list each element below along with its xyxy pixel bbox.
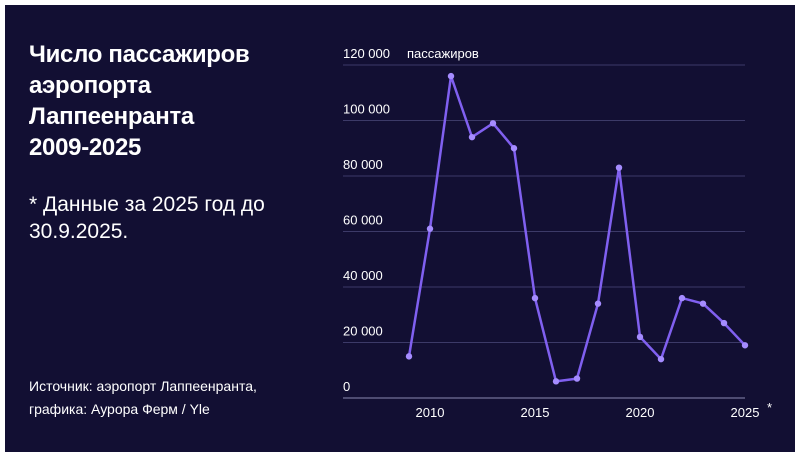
y-tick-label-80000: 80 000	[343, 157, 383, 172]
x-tick-label-2025: 2025	[731, 405, 760, 420]
data-point-2025	[741, 342, 749, 349]
data-point-2022	[678, 294, 686, 302]
grid-layer	[343, 64, 745, 399]
series-line-passengers	[407, 74, 746, 383]
y-axis-unit-label: пассажиров	[407, 46, 479, 61]
data-point-2013	[489, 120, 497, 127]
data-point-2009	[405, 353, 413, 360]
data-point-2023	[699, 300, 707, 307]
y-tick-label-120000: 120 000	[343, 46, 390, 61]
y-tick-label-20000: 20 000	[343, 324, 383, 339]
title-line-1: Число пассажиров	[29, 41, 250, 68]
y-tick-label-60000: 60 000	[343, 213, 383, 228]
y-axis-ticks: 0 20 000 40 000 60 000 80 000 100 000 120 000	[343, 46, 390, 394]
source-line-1: Источник: аэропорт Лаппеенранта,	[29, 378, 257, 394]
chart-title: Число пассажиров аэропорта Лаппеенранта …	[29, 39, 329, 163]
x-tick-footnote-marker: *	[767, 400, 772, 415]
data-point-2010	[426, 225, 434, 232]
data-point-2011	[447, 72, 455, 80]
data-point-2017	[573, 375, 581, 382]
data-point-2018	[594, 300, 602, 307]
title-line-2: аэропорта	[29, 72, 151, 99]
chart-card: Число пассажиров аэропорта Лаппеенранта …	[5, 5, 795, 452]
source-line-2: графика: Аурора Ферм / Yle	[29, 401, 210, 417]
data-point-2020	[636, 333, 644, 341]
series-layer	[407, 74, 746, 383]
data-point-2019	[615, 164, 623, 171]
data-point-2015	[531, 294, 539, 302]
y-tick-label-0: 0	[343, 379, 350, 394]
y-tick-label-40000: 40 000	[343, 268, 383, 283]
title-line-4: 2009-2025	[29, 134, 142, 161]
x-tick-label-2020: 2020	[626, 405, 655, 420]
data-point-2021	[657, 355, 665, 363]
x-tick-label-2010: 2010	[416, 405, 445, 420]
x-axis-ticks: 2010 2015 2020 2025 *	[416, 400, 773, 420]
data-point-2024	[720, 319, 728, 327]
marker-layer	[405, 72, 749, 385]
y-tick-label-100000: 100 000	[343, 102, 390, 117]
data-point-2012	[468, 133, 476, 141]
data-point-2014	[510, 145, 518, 152]
note-line-1: * Данные за 2025 год до	[29, 193, 265, 216]
title-line-3: Лаппеенранта	[29, 103, 194, 130]
data-point-2016	[552, 378, 560, 385]
x-tick-label-2015: 2015	[521, 405, 550, 420]
data-note: * Данные за 2025 год до 30.9.2025.	[29, 191, 329, 245]
note-line-2: 30.9.2025.	[29, 220, 129, 243]
source-credit: Источник: аэропорт Лаппеенранта, графика…	[29, 375, 329, 421]
